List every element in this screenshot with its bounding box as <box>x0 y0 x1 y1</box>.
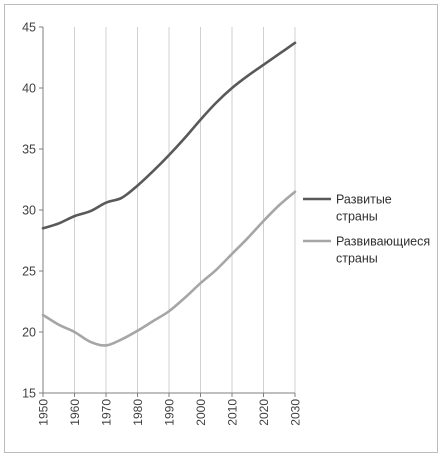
y-tick-label-15: 15 <box>22 387 36 401</box>
series-line-2 <box>41 190 297 347</box>
y-tick-label-25: 25 <box>22 265 36 279</box>
line-chart: 15 20 25 30 35 40 45 1950 1960 1970 1980 1990 2000 20… <box>22 21 430 426</box>
x-tick-label-1950: 1950 <box>37 399 51 426</box>
legend-label-1-line-2: страны <box>336 210 378 224</box>
x-tick-label-2000: 2000 <box>194 399 208 426</box>
chart-frame: 15 20 25 30 35 40 45 1950 1960 1970 1980 1990 2000 20… <box>4 4 438 453</box>
y-tick-label-35: 35 <box>22 143 36 157</box>
x-tick-label-2010: 2010 <box>226 399 240 426</box>
x-tick-label-1980: 1980 <box>131 399 145 426</box>
x-tick-label-2020: 2020 <box>257 399 271 426</box>
x-tick-label-1960: 1960 <box>68 399 82 426</box>
x-tick-label-2030: 2030 <box>289 399 303 426</box>
series-line-1 <box>41 41 297 230</box>
y-tick-label-20: 20 <box>22 326 36 340</box>
y-tick-label-45: 45 <box>22 21 36 35</box>
legend-label-2-line-2: страны <box>336 252 378 266</box>
x-tick-label-1990: 1990 <box>163 399 177 426</box>
y-tick-label-30: 30 <box>22 204 36 218</box>
legend-label-1-line-1: Развитые <box>336 193 392 207</box>
y-tick-label-40: 40 <box>22 82 36 96</box>
x-tick-label-1970: 1970 <box>100 399 114 426</box>
legend-label-2-line-1: Развивающиеся <box>336 235 430 249</box>
